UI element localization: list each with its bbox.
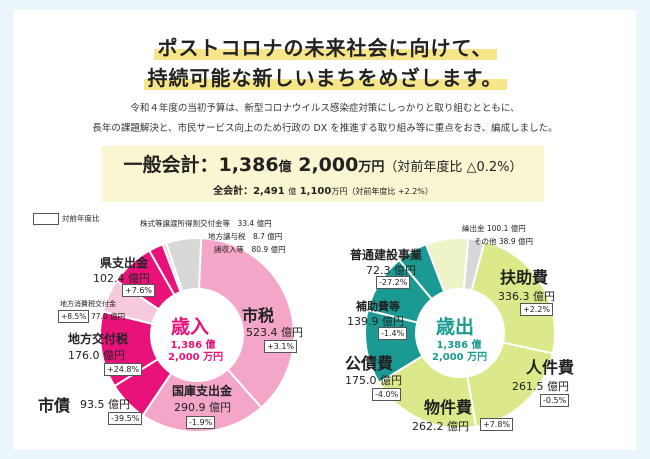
rev-label-kokko-name: 国庫支出金 [172, 384, 233, 398]
rev-yoy-chihokofu: +24.8% [104, 363, 143, 376]
exp-label-kosai-name: 公債費 [345, 354, 394, 373]
all-accounts-total: 全会計：2,491 億 1,100万円（対前年度比 +2.2%） [213, 186, 433, 197]
rev-label-chihoshohi-name: 地方消費税交付金 [60, 300, 116, 308]
rev-label-kabushiki: 株式等譲渡所得割交付金等 33.4 億円 [140, 219, 272, 228]
exp-label-sonota: その他 38.9 億円 [474, 237, 533, 246]
exp-yoy-fujo: +2.2% [520, 303, 554, 316]
rev-center-amount: 1,386 億 2,000 万円 [168, 340, 224, 363]
exp-center-amount: 1,386 億 2,000 万円 [432, 340, 488, 363]
exp-yoy-kosai: -4.0% [372, 388, 402, 401]
rev-label-chihokofu-value: 176.0 億円 [68, 349, 125, 362]
rev-yoy-kenshishutsu: +7.6% [122, 284, 156, 297]
rev-label-joyozei: 地方譲与税 8.7 億円 [208, 232, 283, 241]
rev-yoy-kokko: -1.9% [186, 416, 216, 429]
intro-line-2: 長年の課題解決と、市民サービス向上のため行政の DX を推進する取り組み等に重点… [92, 123, 558, 134]
exp-slice-center-hole [417, 290, 503, 376]
exp-label-jinken-value: 261.5 億円 [512, 380, 569, 393]
rev-yoy-chihoshohi: +8.5% [58, 310, 90, 323]
rev-label-chihoshohi-value: 77.0 億円 [91, 312, 126, 321]
exp-label-fujo-value: 336.3 億円 [498, 290, 555, 303]
rev-label-shisai-value: 93.5 億円 [80, 398, 130, 411]
exp-label-kosai-value: 175.0 億円 [345, 374, 402, 387]
exp-label-jinken-name: 人件費 [526, 358, 575, 377]
exp-yoy-bukken: +7.8% [480, 418, 514, 431]
exp-yoy-hojo: -1.4% [378, 327, 408, 340]
rev-slice-0 [197, 237, 295, 409]
rev-center-title: 歳入 [171, 316, 210, 338]
exp-label-hojo-value: 139.9 億円 [347, 315, 404, 328]
exp-label-kensetsu-value: 72.3 億円 [366, 264, 416, 277]
exp-label-fujo-name: 扶助費 [500, 268, 549, 287]
rev-slice-7 [161, 241, 184, 294]
exp-label-bukken-name: 物件費 [424, 398, 473, 417]
rev-label-shoshunyu: 諸収入等 80.9 億円 [214, 245, 286, 254]
exp-label-bukken-value: 262.2 億円 [412, 420, 469, 433]
rev-label-kenshishutsu-name: 県支出金 [100, 256, 149, 270]
exp-yoy-jinken: -0.5% [540, 394, 570, 407]
rev-yoy-shizei: +3.1% [264, 340, 298, 353]
heading-line-2: 持続可能な新しいまちをめざします。 [14, 62, 636, 91]
legend-yoy-label: 対前年度比 [62, 214, 100, 223]
legend-swatch [33, 213, 59, 225]
exp-label-kuridashi: 繰出金 100.1 億円 [462, 224, 526, 233]
exp-slice-5 [397, 243, 446, 301]
rev-label-kokko-value: 290.9 億円 [174, 401, 231, 414]
rev-label-shisai-name: 市債 [38, 396, 71, 415]
intro-line-1: 令和４年度の当初予算は、新型コロナウイルス感染症対策にしっかりと取り組むとともに… [130, 103, 520, 114]
rev-slice-center-hole [152, 290, 242, 380]
exp-yoy-kensetsu: -27.2% [376, 276, 411, 289]
rev-label-shizei-name: 市税 [242, 306, 275, 325]
rev-slice-1 [141, 368, 263, 433]
exp-slice-0 [470, 240, 556, 355]
exp-center-title: 歳出 [436, 316, 475, 338]
exp-label-hojo-name: 補助費等 [356, 300, 400, 313]
heading-line-1: ポストコロナの未来社会に向けて、 [14, 32, 636, 61]
general-account-total: 一般会計：1,386億 2,000万円（対前年度比 △0.2%） [123, 154, 523, 176]
rev-yoy-shisai: -39.5% [108, 412, 143, 425]
rev-label-kenshishutsu-value: 102.4 億円 [93, 272, 150, 285]
rev-label-chihokofu-name: 地方交付税 [68, 332, 129, 346]
budget-summary: 一般会計：1,386億 2,000万円（対前年度比 △0.2%） 全会計：2,4… [102, 146, 544, 202]
rev-label-shizei-value: 523.4 億円 [246, 326, 303, 339]
exp-label-kensetsu-name: 普通建設事業 [350, 248, 423, 262]
